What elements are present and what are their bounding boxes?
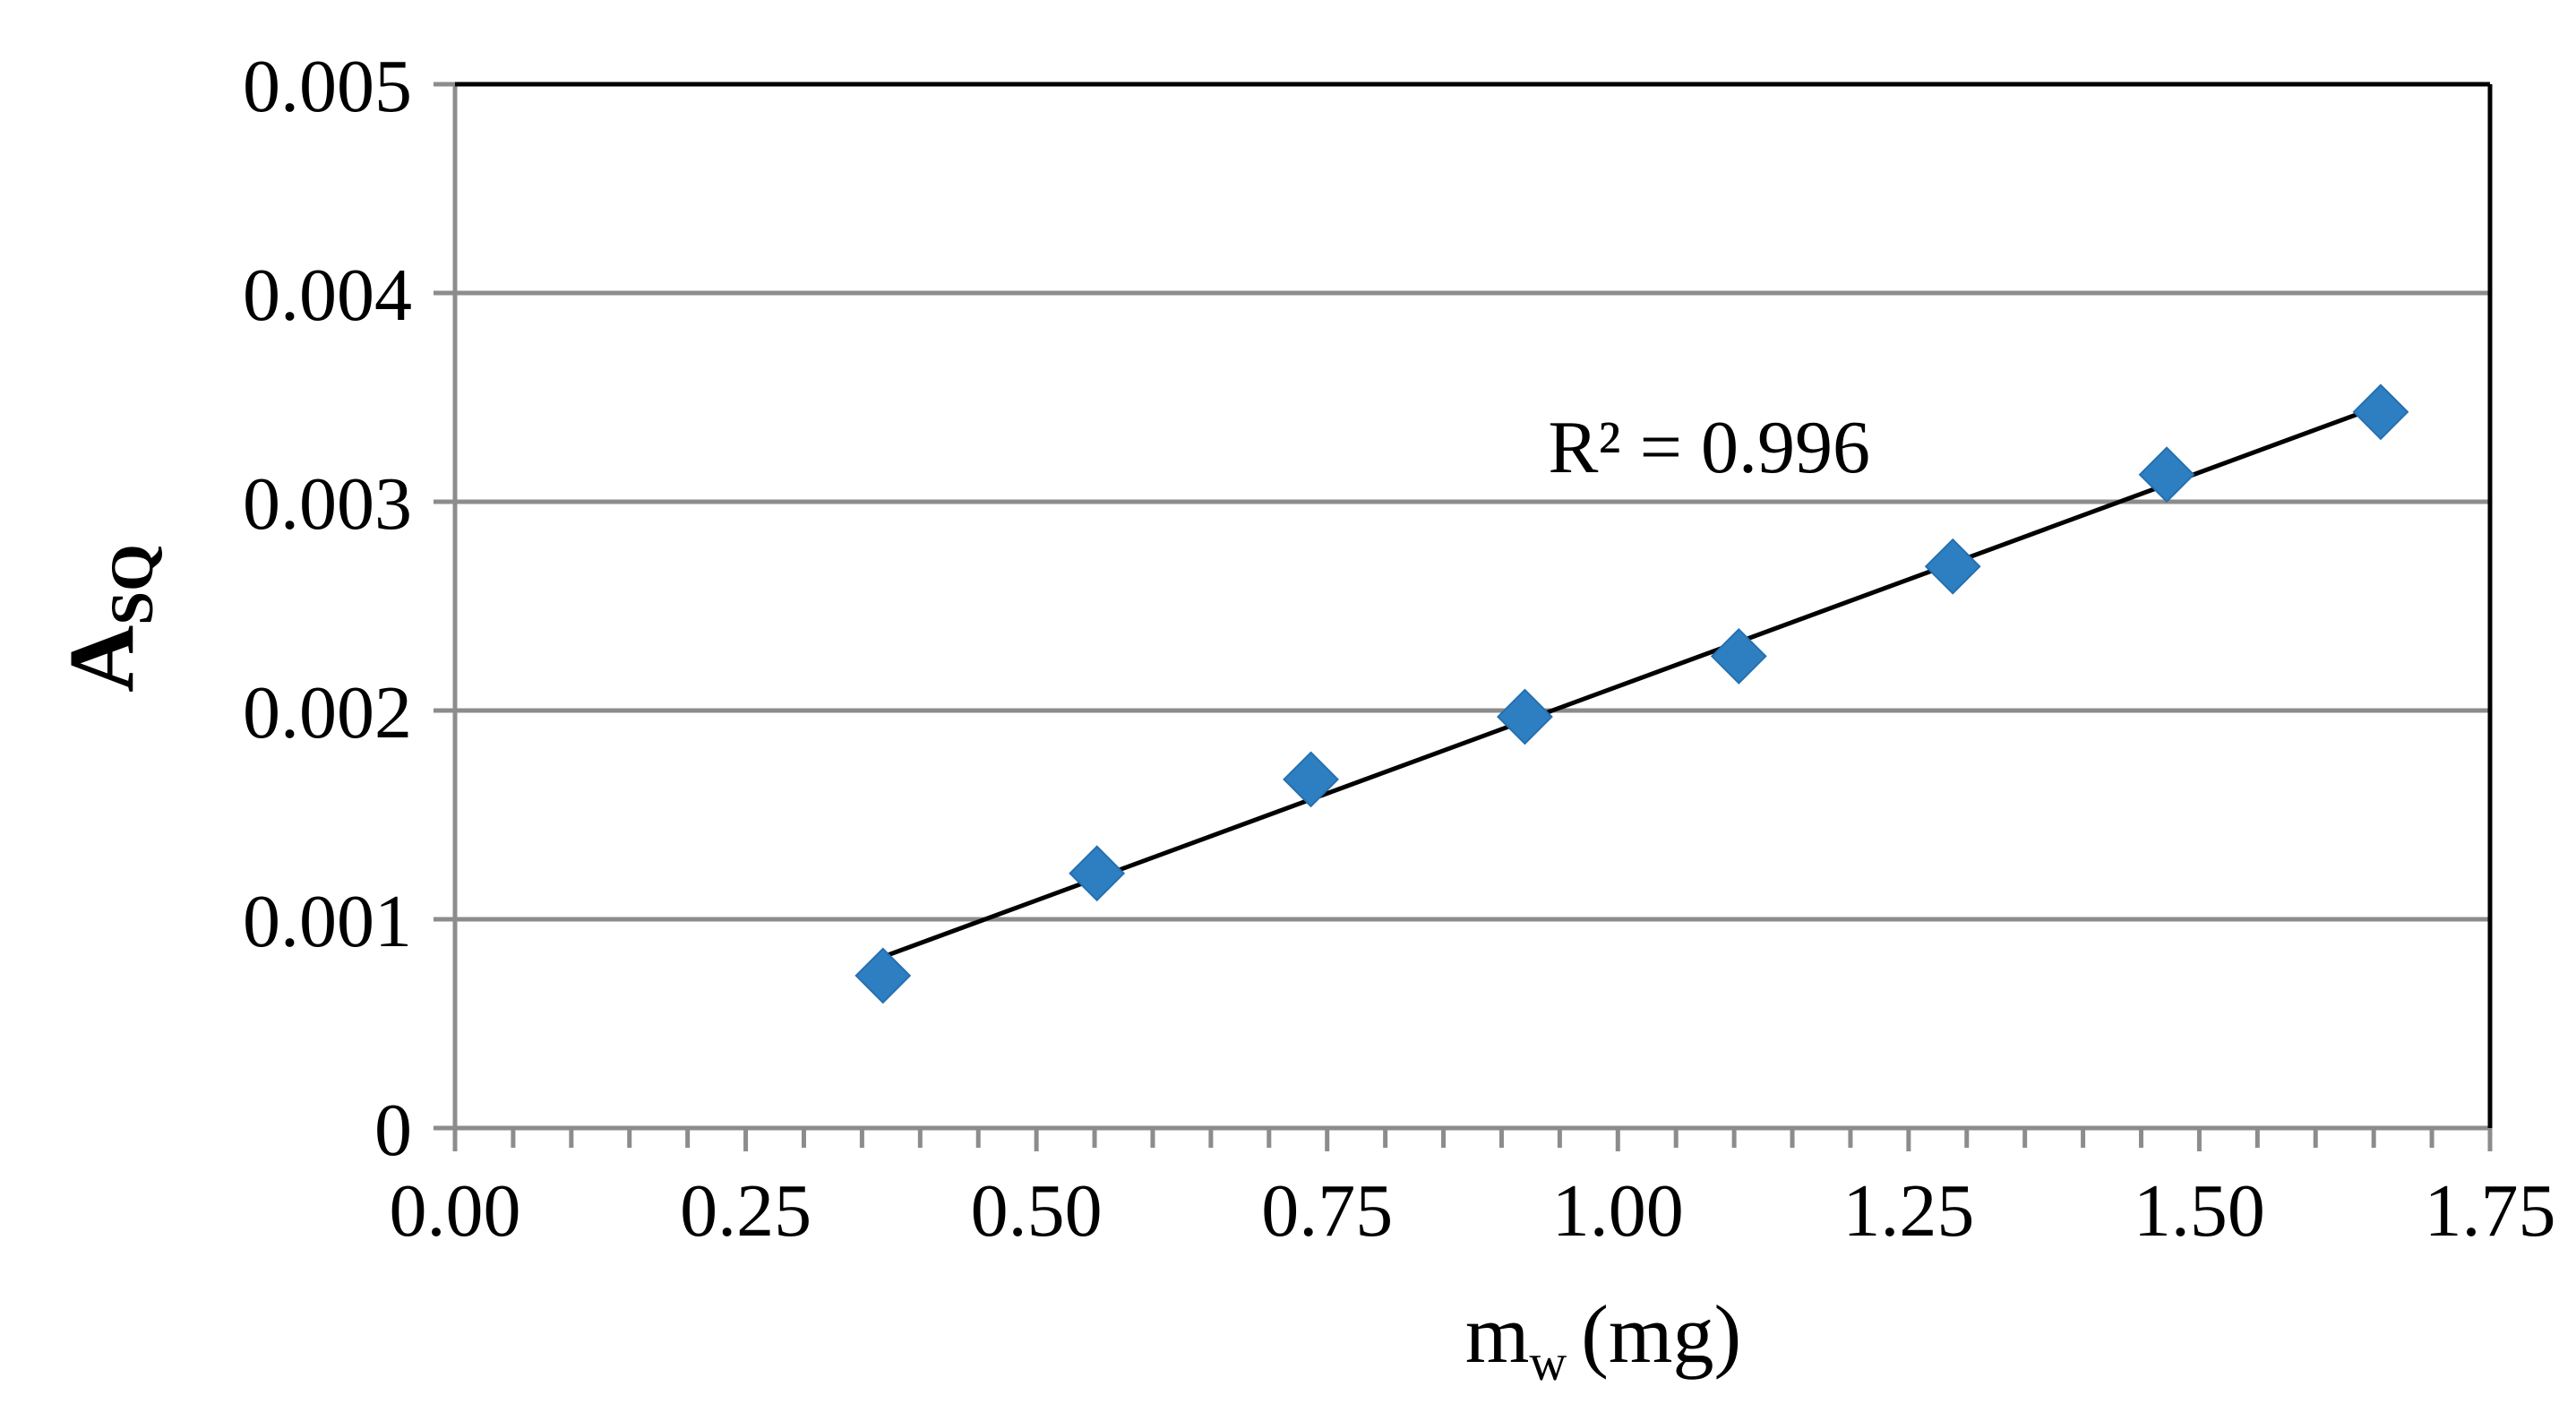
x-tick-label-6: 1.50 — [2134, 1169, 2265, 1253]
data-point-2 — [1283, 751, 1339, 808]
y-tick-label-2: 0.002 — [243, 671, 412, 754]
data-point-3 — [1497, 688, 1553, 745]
x-tick-label-0: 0.00 — [390, 1169, 521, 1253]
y-axis-title: ASQ — [50, 544, 166, 693]
data-point-5 — [1924, 538, 1981, 595]
x-axis-title: mw (mg) — [1465, 1288, 1741, 1391]
y-tick-label-1: 0.001 — [243, 880, 412, 963]
y-axis-title-subscript: SQ — [98, 544, 166, 625]
y-tick-label-0: 0 — [374, 1089, 412, 1172]
axes — [434, 82, 2493, 1151]
x-tick-label-3: 0.75 — [1261, 1169, 1393, 1253]
y-tick-label-4: 0.004 — [243, 254, 412, 337]
y-tick-label-3: 0.003 — [243, 462, 412, 546]
x-axis-title-unit: (mg) — [1581, 1288, 1741, 1380]
y-axis-title-main: A — [50, 625, 153, 693]
data-point-0 — [854, 947, 912, 1004]
x-tick-label-5: 1.25 — [1842, 1169, 1974, 1253]
y-axis-title-group: ASQ — [50, 544, 166, 693]
trendline — [881, 403, 2382, 960]
x-tick-label-4: 1.00 — [1552, 1169, 1684, 1253]
data-point-7 — [2352, 383, 2409, 441]
annotation-r-squared: R² = 0.996 — [1548, 406, 1870, 489]
x-tick-label-7: 1.75 — [2425, 1169, 2556, 1253]
data-point-4 — [1710, 628, 1767, 685]
gridlines — [455, 290, 2490, 922]
x-tick-label-2: 0.50 — [971, 1169, 1103, 1253]
data-points — [854, 383, 2409, 1004]
y-tick-label-5: 0.005 — [243, 45, 412, 128]
data-point-6 — [2138, 446, 2195, 504]
tick-labels: 0 0.001 0.002 0.003 0.004 0.005 0.00 0.25 0.50 0.… — [243, 45, 2556, 1253]
x-axis-title-subscript: w — [1529, 1333, 1567, 1391]
data-point-1 — [1069, 845, 1126, 902]
x-tick-label-1: 0.25 — [680, 1169, 811, 1253]
x-axis-title-main: m — [1465, 1288, 1530, 1380]
trendline-group — [881, 403, 2382, 960]
